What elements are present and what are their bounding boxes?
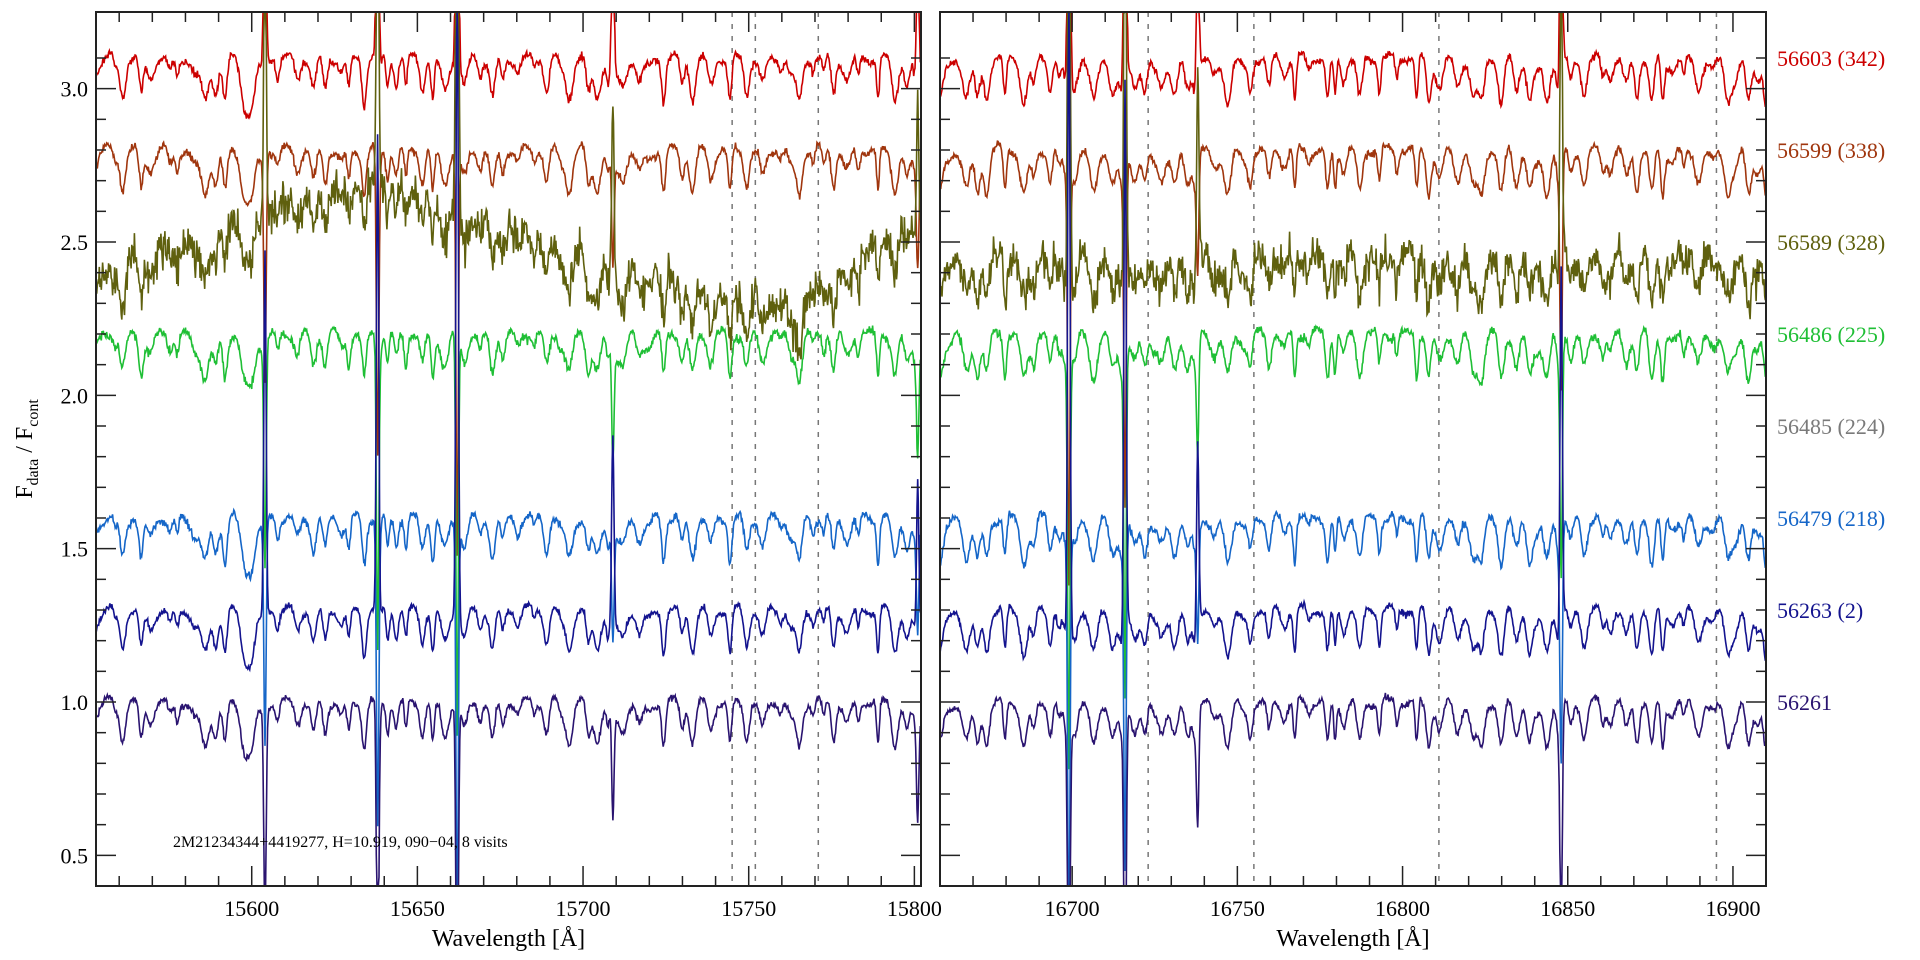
x-tick-label: 15750	[721, 896, 776, 921]
x-tick-label: 16850	[1540, 896, 1595, 921]
x-tick-label: 15800	[887, 896, 942, 921]
right-panel: 16700 16750 16800 16850 16900 Wavelength [Å]	[939, 11, 1767, 952]
spectrum-line	[940, 12, 1766, 662]
spectrum-line	[96, 12, 921, 673]
x-tick-label: 15700	[556, 896, 611, 921]
spectrum-line	[940, 140, 1766, 586]
star-annotation: 2M21234344+4419277, H=10.919, 090−04, 8 …	[173, 834, 508, 851]
y-axis-title-main1: F	[12, 485, 38, 498]
spectrum-line	[940, 324, 1766, 770]
y-tick-label: 1.0	[61, 690, 89, 715]
x-tick-label: 16800	[1375, 896, 1430, 921]
plot-frame	[95, 11, 922, 887]
y-axis-title-sep: /	[12, 440, 38, 459]
spectrum-line	[96, 325, 921, 736]
spectrum-line	[940, 692, 1766, 886]
y-tick-label: 2.5	[61, 230, 89, 255]
x-tick-label: 16700	[1045, 896, 1100, 921]
legend: 56603 (342) 56599 (338) 56589 (328) 56486 (…	[1777, 46, 1885, 715]
spectrum-line	[940, 12, 1766, 320]
legend-entry: 56261	[1777, 690, 1832, 715]
x-tick-label: 15650	[390, 896, 445, 921]
legend-entry: 56485 (224)	[1777, 414, 1885, 439]
plot-frame	[939, 11, 1767, 887]
spectrum-line	[96, 507, 921, 886]
y-tick-label: 0.5	[61, 843, 89, 868]
legend-entry: 56589 (328)	[1777, 230, 1885, 255]
legend-entry: 56486 (225)	[1777, 322, 1885, 347]
legend-entry: 56603 (342)	[1777, 46, 1885, 71]
y-tick-label: 1.5	[61, 537, 89, 562]
spectra-group	[96, 12, 921, 886]
y-axis-title-sub1: data	[25, 459, 42, 486]
spectrum-line	[940, 509, 1766, 886]
x-axis-title: Wavelength [Å]	[432, 926, 585, 952]
spectrum-line	[96, 140, 921, 556]
spectrum-line	[96, 12, 921, 120]
x-tick-label: 15600	[224, 896, 279, 921]
x-tick-label: 16900	[1705, 896, 1760, 921]
legend-entry: 56263 (2)	[1777, 598, 1863, 623]
y-tick-label: 3.0	[61, 77, 89, 102]
y-axis-title: Fdata / Fcont	[12, 399, 42, 499]
y-tick-label: 2.0	[61, 383, 89, 408]
legend-entry: 56479 (218)	[1777, 506, 1885, 531]
spectra-group	[940, 12, 1766, 886]
y-axis-title-main2: F	[12, 427, 38, 440]
left-panel: 15600 15650 15700 15750 15800 Wavelength [Å] 0…	[61, 11, 942, 952]
spectrum-line	[96, 691, 921, 886]
x-tick-label: 16750	[1210, 896, 1265, 921]
x-axis-title: Wavelength [Å]	[1276, 926, 1429, 952]
spectrum-line	[96, 12, 921, 362]
y-axis-title-sub2: cont	[25, 399, 42, 427]
legend-entry: 56599 (338)	[1777, 138, 1885, 163]
spectrum-line	[940, 12, 1766, 110]
